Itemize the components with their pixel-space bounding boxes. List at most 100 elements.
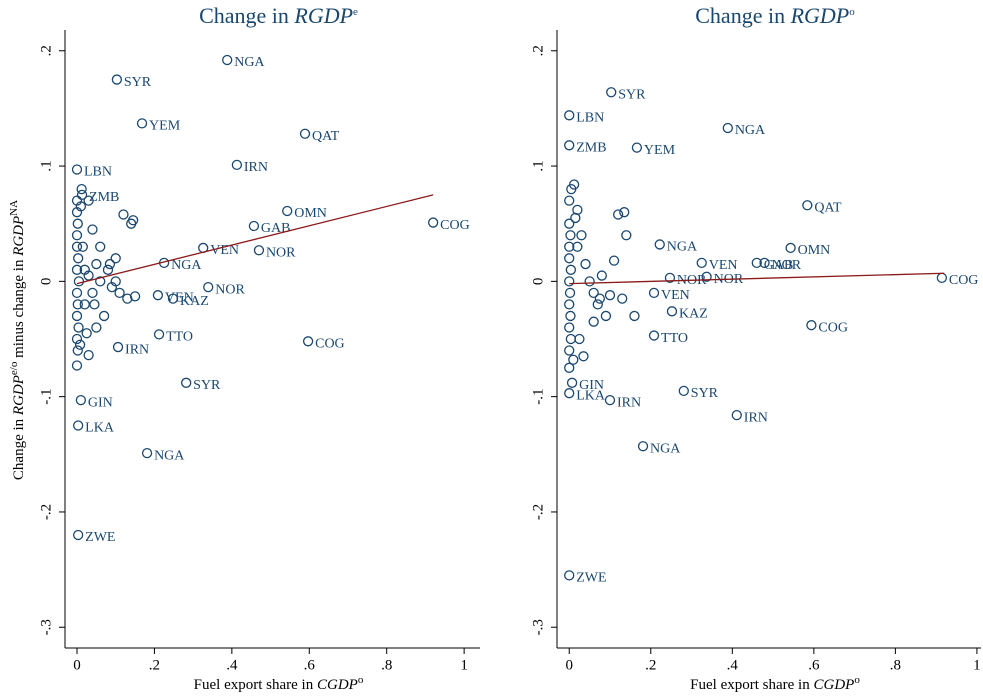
x-tick-label: 0 [73, 657, 81, 673]
point [118, 209, 129, 220]
x-tick-label: .6 [304, 657, 316, 673]
point-label: NOR [772, 258, 802, 273]
point [578, 351, 589, 362]
point [600, 310, 612, 322]
point [152, 290, 164, 301]
point [608, 255, 620, 266]
point [565, 333, 577, 345]
point [731, 409, 742, 421]
point [568, 354, 579, 365]
point [110, 253, 121, 264]
x-tick-label: .4 [226, 657, 238, 673]
text-part: e [353, 6, 358, 18]
point [75, 394, 87, 406]
point [71, 264, 83, 275]
point [759, 257, 770, 269]
point-label: GAB [764, 258, 794, 273]
y-tick-label: .2 [38, 45, 54, 56]
point [637, 441, 649, 452]
point-label: QAT [814, 200, 842, 215]
point-label: QAT [312, 129, 340, 144]
point [806, 320, 817, 331]
y-tick-label: -.3 [530, 619, 546, 635]
point [564, 345, 575, 356]
point [73, 276, 85, 287]
point [104, 258, 116, 270]
text-part: Change in [11, 415, 27, 480]
chart-title: Change in RGDPo [695, 3, 855, 28]
point [72, 218, 83, 229]
point [98, 310, 110, 322]
point [75, 201, 87, 212]
point [95, 241, 106, 252]
point-label: IRN [125, 342, 149, 357]
point-label: IRN [744, 410, 768, 425]
text-part: Fuel export share in [194, 677, 317, 693]
point [564, 253, 575, 264]
point [71, 333, 83, 345]
x-axis-label: Fuel export share in CGDPo [690, 674, 860, 694]
point [701, 271, 712, 282]
point [564, 218, 575, 229]
point-label: NGA [650, 441, 681, 456]
fit-line [76, 194, 434, 285]
x-tick-label: .2 [149, 657, 160, 673]
point-label: ZMB [89, 190, 119, 205]
point [564, 570, 575, 581]
point [629, 310, 640, 322]
y-tick-label: -.3 [38, 619, 54, 635]
point [110, 276, 121, 287]
point [564, 195, 575, 206]
point [588, 316, 599, 327]
y-tick-label: .1 [38, 160, 54, 171]
text-part: NA [8, 200, 20, 216]
x-tick-label: .4 [727, 657, 739, 673]
point [654, 239, 665, 250]
point-label: TTO [166, 330, 193, 345]
point-label: LKA [85, 421, 115, 436]
point [111, 74, 123, 85]
point [596, 270, 607, 281]
point [76, 189, 88, 201]
point [568, 179, 580, 190]
point-label: KAZ [180, 294, 209, 309]
point [619, 207, 630, 218]
point-label: NGA [171, 258, 202, 273]
point [302, 336, 314, 347]
point [594, 293, 605, 304]
point-label: LKA [576, 388, 606, 403]
text-part: e/o [8, 361, 20, 375]
point [129, 291, 141, 302]
point [574, 333, 585, 345]
point [696, 257, 707, 269]
point-label: VEN [709, 258, 738, 273]
point [802, 200, 813, 211]
point [222, 54, 233, 66]
text-part: minus change in [11, 256, 27, 362]
text-part: o [854, 674, 860, 686]
point-label: NGA [234, 55, 265, 70]
point [592, 299, 603, 310]
point [153, 329, 165, 340]
point-label: LBN [576, 111, 604, 126]
point [72, 299, 83, 310]
x-tick-label: .6 [808, 657, 820, 673]
point [95, 276, 106, 287]
point [621, 230, 632, 241]
point-label: YEM [149, 119, 181, 134]
point [81, 328, 92, 339]
point [617, 293, 628, 304]
point [564, 322, 575, 333]
y-tick-label: 0 [530, 278, 546, 286]
point-label: YEM [644, 143, 676, 158]
text-part: Fuel export share in [690, 677, 813, 693]
point [74, 339, 86, 350]
chart-title: Change in RGDPe [199, 3, 358, 28]
y-tick-label: -.2 [38, 504, 54, 520]
point-label: LBN [84, 165, 112, 180]
point [83, 270, 94, 281]
point [588, 287, 599, 299]
text-part: RGDP [293, 3, 353, 28]
point [73, 529, 84, 541]
point [606, 87, 617, 98]
